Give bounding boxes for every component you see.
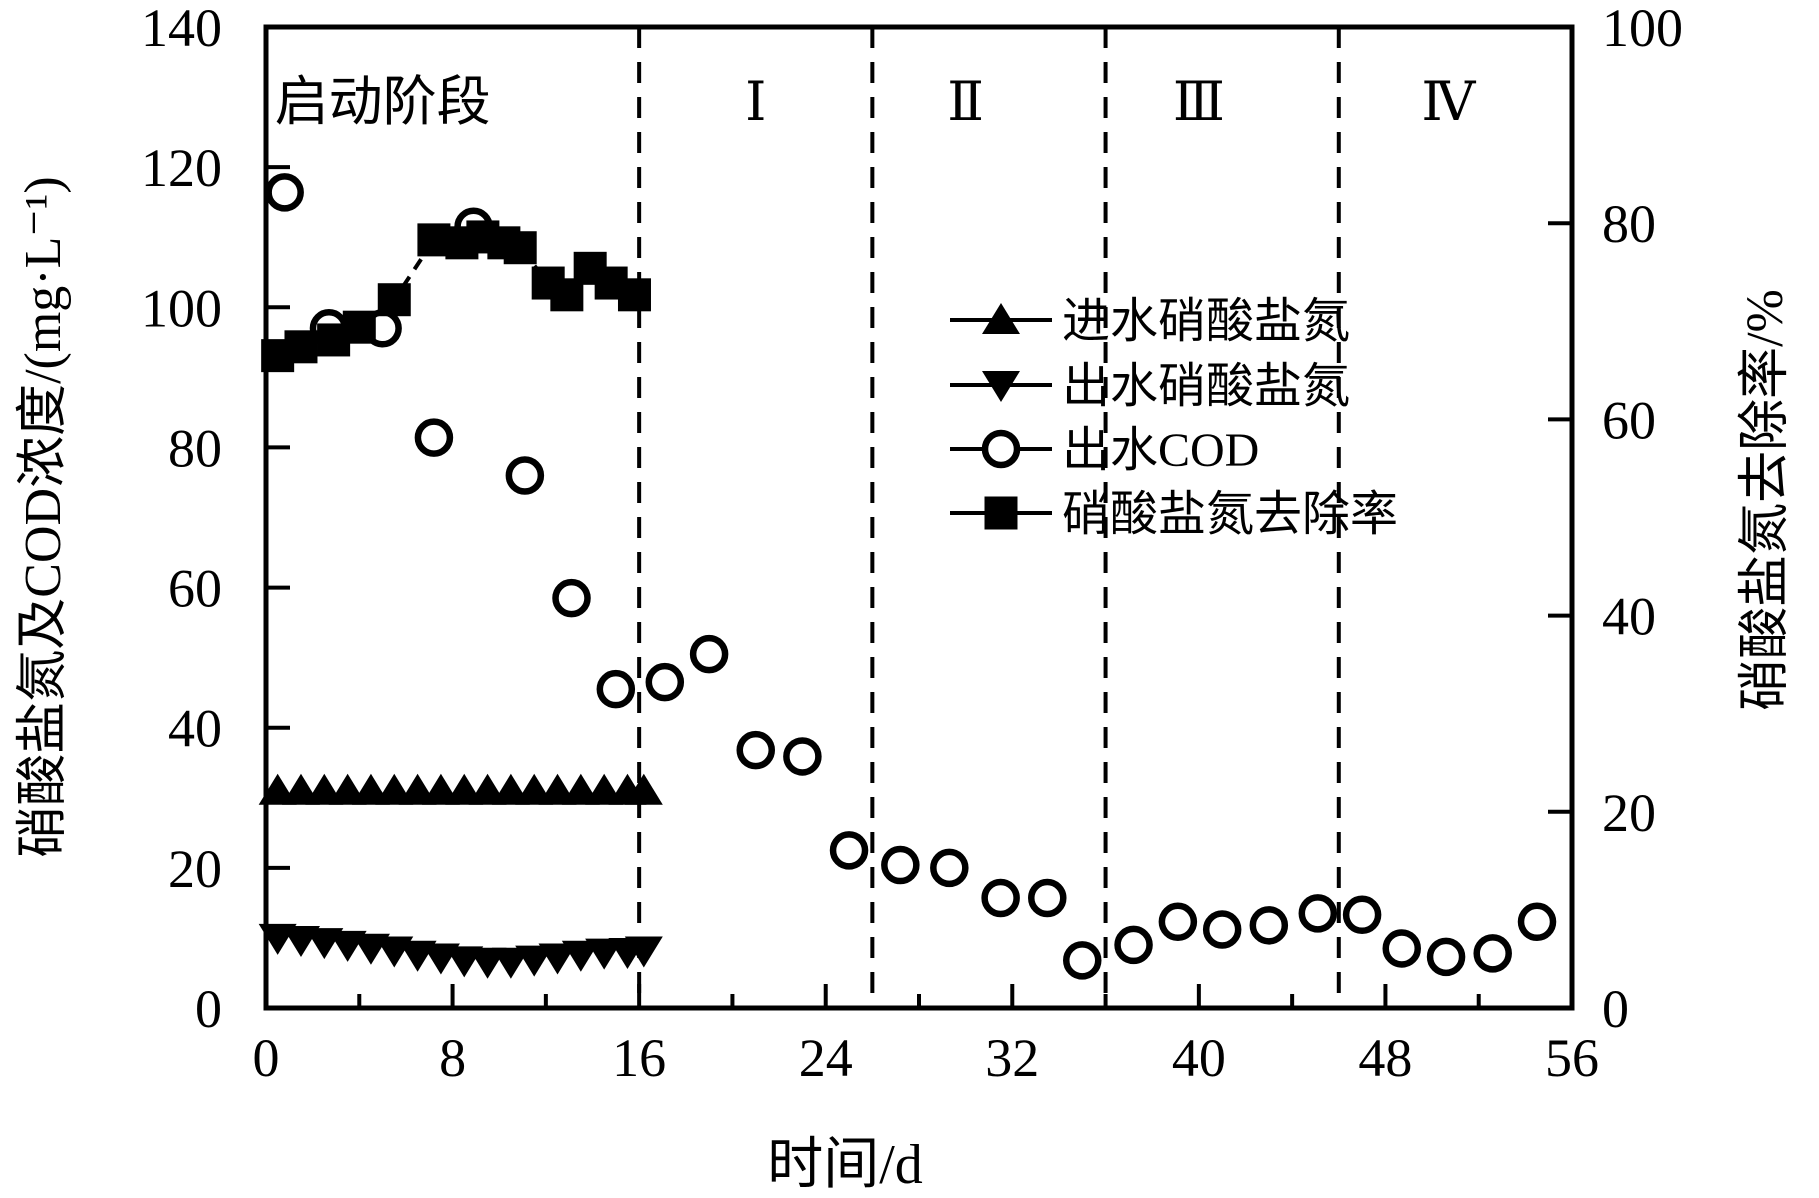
series-nitrate-removal-rate (261, 220, 651, 373)
y-left-tick-label: 120 (141, 138, 222, 198)
y-left-tick-label: 60 (168, 559, 222, 619)
effluent-cod-point (1158, 902, 1198, 942)
y-left-tick-label: 20 (168, 839, 222, 899)
x-tick-label: 16 (612, 1028, 666, 1088)
y-left-axis-title: 硝酸盐氮及COD浓度/(mg·L⁻¹) (15, 176, 72, 857)
series-effluent-nitrate-n (258, 923, 663, 979)
effluent-cod-point (1382, 929, 1422, 968)
effluent-cod-point (1028, 878, 1067, 918)
nitrate-removal-rate-point (417, 223, 451, 257)
x-tick-label: 0 (253, 1028, 280, 1088)
effluent-cod-point (265, 173, 304, 212)
y-left-tick-label: 0 (195, 979, 222, 1039)
effluent-cod-point (645, 662, 685, 702)
series-influent-nitrate-n (258, 773, 663, 805)
effluent-cod-point (1342, 895, 1382, 935)
nitrate-removal-rate-point (342, 310, 376, 344)
legend-item-effluent-cod: 出水COD (950, 424, 1259, 477)
phase-label: Ⅱ (947, 72, 984, 132)
y-right-tick-label: 80 (1602, 194, 1656, 254)
triangle-down-legend-icon (982, 371, 1020, 402)
y-left-tick-label: 40 (168, 699, 222, 759)
nitrate-removal-rate-point (503, 231, 537, 265)
y-right-tick-label: 20 (1602, 783, 1656, 843)
legend-label: 出水COD (1062, 424, 1259, 477)
nitrate-removal-rate-point (284, 330, 318, 364)
effluent-cod-point (981, 878, 1020, 918)
phase-label: Ⅳ (1421, 72, 1476, 132)
legend-item-nitrate-removal-rate: 硝酸盐氮去除率 (950, 488, 1398, 541)
legend-item-influent-nitrate-n: 进水硝酸盐氮 (950, 295, 1350, 348)
effluent-cod-point (1202, 910, 1242, 949)
nitrate-removal-rate-point (377, 283, 411, 317)
legend-item-effluent-nitrate-n: 出水硝酸盐氮 (950, 360, 1350, 413)
y-right-tick-label: 100 (1602, 0, 1683, 58)
phase-label: Ⅰ (745, 72, 766, 132)
y-right-tick-label: 0 (1602, 979, 1629, 1039)
phase-dividers (637, 27, 1341, 1008)
phase-label: Ⅲ (1173, 72, 1225, 132)
legend-label: 硝酸盐氮去除率 (1062, 488, 1398, 541)
effluent-cod-point (881, 845, 920, 885)
legend-label: 出水硝酸盐氮 (1062, 360, 1350, 413)
effluent-nitrate-n-point (491, 947, 530, 979)
axis-ticks: 0 8 16 24 32 40 48 5602040608010012014002040608… (141, 0, 1683, 1088)
nitrate-removal-rate-point (617, 278, 651, 312)
influent-nitrate-n-point (624, 773, 663, 805)
legend-label: 进水硝酸盐氮 (1062, 295, 1350, 348)
x-tick-label: 40 (1172, 1028, 1226, 1088)
effluent-cod-point (783, 737, 822, 776)
effluent-cod-point (1426, 937, 1466, 977)
effluent-cod-point (1114, 925, 1153, 965)
y-right-tick-label: 60 (1602, 390, 1656, 450)
effluent-cod-point (736, 730, 775, 770)
x-tick-label: 8 (439, 1028, 466, 1088)
y-right-axis-title: 硝酸盐氮去除率/% (1737, 289, 1794, 711)
x-tick-label: 32 (985, 1028, 1039, 1088)
effluent-cod-point (1249, 906, 1289, 945)
x-tick-label: 48 (1358, 1028, 1412, 1088)
effluent-nitrate-n-point (538, 943, 577, 975)
x-axis-title: 时间/d (767, 1134, 923, 1196)
effluent-cod-point (829, 831, 869, 870)
phase-label: 启动阶段 (275, 72, 491, 132)
square-legend-icon (984, 496, 1018, 530)
effluent-nitrate-n-point (585, 938, 624, 970)
phase-labels: 启动阶段 Ⅰ Ⅱ Ⅲ Ⅳ (275, 72, 1477, 132)
effluent-cod-point (1517, 902, 1557, 942)
effluent-nitrate-n-point (561, 940, 600, 972)
y-right-tick-label: 40 (1602, 587, 1656, 647)
circle-legend-icon (981, 429, 1021, 469)
effluent-nitrate-n-point (624, 936, 663, 968)
effluent-cod-point (1063, 941, 1102, 980)
effluent-cod-point (552, 578, 591, 618)
effluent-cod-point (1473, 934, 1512, 973)
x-tick-label: 24 (799, 1028, 853, 1088)
x-tick-label: 56 (1545, 1028, 1599, 1088)
effluent-cod-point (505, 456, 545, 495)
effluent-cod-point (596, 669, 636, 709)
effluent-cod-point (1298, 894, 1338, 933)
effluent-cod-point (689, 634, 729, 674)
effluent-cod-point (414, 418, 454, 457)
effluent-cod-point (930, 848, 969, 888)
y-left-tick-label: 100 (141, 278, 222, 338)
y-left-tick-label: 140 (141, 0, 222, 58)
effluent-nitrate-n-point (515, 945, 554, 977)
triangle-up-legend-icon (982, 303, 1020, 334)
y-left-tick-label: 80 (168, 418, 222, 478)
